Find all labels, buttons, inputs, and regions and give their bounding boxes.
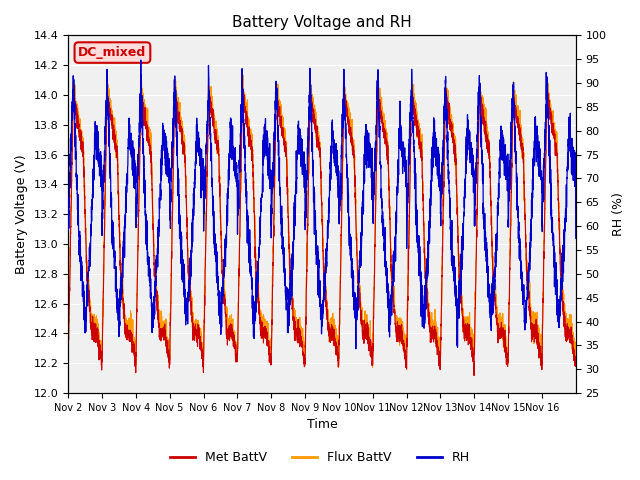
Y-axis label: RH (%): RH (%) xyxy=(612,192,625,236)
Title: Battery Voltage and RH: Battery Voltage and RH xyxy=(232,15,412,30)
Legend: Met BattV, Flux BattV, RH: Met BattV, Flux BattV, RH xyxy=(165,446,475,469)
Text: DC_mixed: DC_mixed xyxy=(78,46,147,59)
Y-axis label: Battery Voltage (V): Battery Voltage (V) xyxy=(15,155,28,274)
X-axis label: Time: Time xyxy=(307,419,337,432)
